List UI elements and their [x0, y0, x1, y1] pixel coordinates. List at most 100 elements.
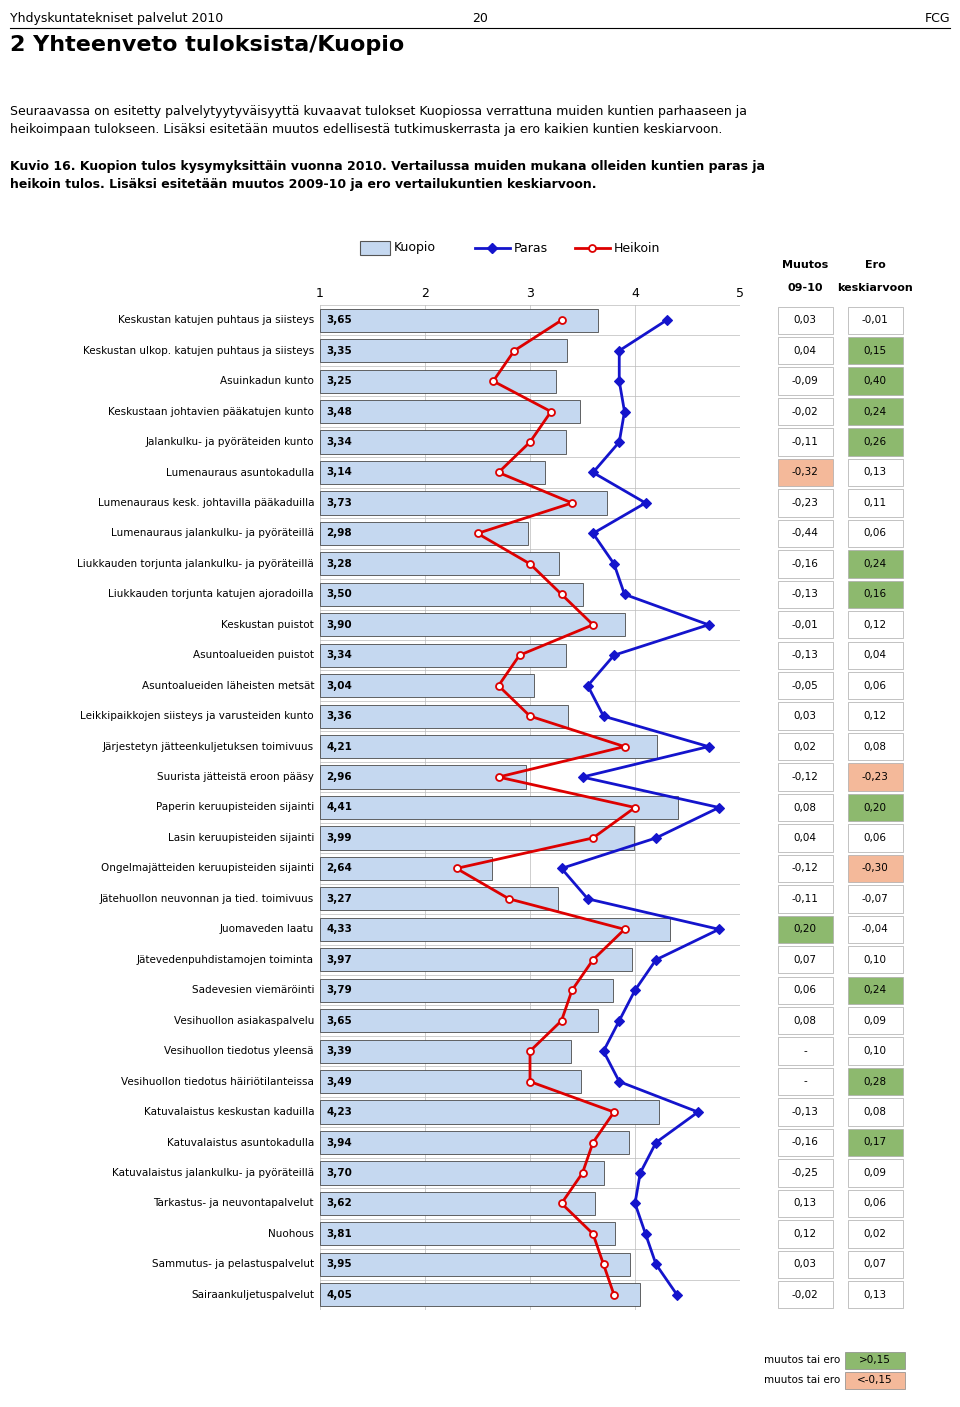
Text: Suurista jätteistä eroon pääsy: Suurista jätteistä eroon pääsy — [157, 772, 314, 782]
Text: 0,10: 0,10 — [863, 955, 886, 965]
Text: Paperin keruupisteiden sijainti: Paperin keruupisteiden sijainti — [156, 802, 314, 812]
Text: 0,03: 0,03 — [794, 315, 817, 325]
Text: 3,50: 3,50 — [326, 590, 352, 599]
Text: 0,08: 0,08 — [863, 741, 886, 751]
Text: heikoin tulos. Lisäksi esitetään muutos 2009-10 ja ero vertailukuntien keskiarvo: heikoin tulos. Lisäksi esitetään muutos … — [10, 179, 596, 191]
Bar — [320, 1161, 604, 1185]
Text: Ongelmajätteiden keruupisteiden sijainti: Ongelmajätteiden keruupisteiden sijainti — [101, 864, 314, 874]
Text: 3,04: 3,04 — [326, 681, 352, 691]
Text: 0,09: 0,09 — [863, 1168, 886, 1178]
Text: <-0,15: <-0,15 — [857, 1375, 893, 1384]
Text: Leikkipaikkojen siisteys ja varusteiden kunto: Leikkipaikkojen siisteys ja varusteiden … — [81, 711, 314, 722]
Text: 3,73: 3,73 — [326, 498, 352, 508]
Bar — [320, 643, 565, 667]
Text: -0,13: -0,13 — [792, 590, 819, 599]
Text: 0,07: 0,07 — [794, 955, 817, 965]
Text: Sammutus- ja pelastuspalvelut: Sammutus- ja pelastuspalvelut — [152, 1259, 314, 1269]
Text: -0,13: -0,13 — [792, 1107, 819, 1117]
Bar — [320, 491, 607, 515]
Text: -0,11: -0,11 — [792, 438, 819, 447]
Text: Keskustaan johtavien pääkatujen kunto: Keskustaan johtavien pääkatujen kunto — [108, 407, 314, 416]
Text: Asuntoalueiden läheisten metsät: Asuntoalueiden läheisten metsät — [141, 681, 314, 691]
Bar — [320, 1192, 595, 1216]
Text: Tarkastus- ja neuvontapalvelut: Tarkastus- ja neuvontapalvelut — [154, 1199, 314, 1209]
Text: Seuraavassa on esitetty palvelytyytyväisyyttä kuvaavat tulokset Kuopiossa verrat: Seuraavassa on esitetty palvelytyytyväis… — [10, 106, 747, 118]
Text: 4,21: 4,21 — [326, 741, 352, 751]
Text: Muutos: Muutos — [781, 260, 828, 270]
Text: Lumenauraus kesk. johtavilla pääkaduilla: Lumenauraus kesk. johtavilla pääkaduilla — [98, 498, 314, 508]
Text: -0,04: -0,04 — [862, 924, 888, 934]
Text: -0,13: -0,13 — [792, 650, 819, 660]
Text: 3,36: 3,36 — [326, 711, 352, 722]
Text: 0,24: 0,24 — [863, 407, 887, 416]
Text: 4,41: 4,41 — [326, 802, 352, 812]
Text: 0,13: 0,13 — [793, 1199, 817, 1209]
Text: Paras: Paras — [514, 242, 548, 255]
Bar — [320, 1009, 598, 1033]
Bar — [320, 888, 559, 910]
Text: 0,06: 0,06 — [863, 529, 886, 539]
Text: Keskustan katujen puhtaus ja siisteys: Keskustan katujen puhtaus ja siisteys — [118, 315, 314, 325]
Bar — [320, 553, 560, 575]
Text: 0,02: 0,02 — [794, 741, 817, 751]
Text: >0,15: >0,15 — [859, 1355, 891, 1365]
Text: heikoimpaan tulokseen. Lisäksi esitetään muutos edellisestä tutkimuskerrasta ja : heikoimpaan tulokseen. Lisäksi esitetään… — [10, 122, 722, 136]
Text: 2,64: 2,64 — [326, 864, 352, 874]
Text: -0,23: -0,23 — [792, 498, 819, 508]
Bar — [320, 765, 526, 788]
Text: Juomaveden laatu: Juomaveden laatu — [220, 924, 314, 934]
Text: 0,08: 0,08 — [794, 1016, 817, 1026]
Text: Järjestetyn jätteenkuljetuksen toimivuus: Järjestetyn jätteenkuljetuksen toimivuus — [103, 741, 314, 751]
Bar — [320, 705, 567, 727]
Text: 09-10: 09-10 — [787, 283, 823, 293]
Text: Sairaankuljetuspalvelut: Sairaankuljetuspalvelut — [191, 1290, 314, 1300]
Text: 3,65: 3,65 — [326, 315, 352, 325]
Text: 0,06: 0,06 — [794, 985, 817, 995]
Text: 0,12: 0,12 — [863, 619, 887, 630]
Bar — [320, 431, 565, 453]
Text: -0,12: -0,12 — [792, 772, 819, 782]
Text: 3,48: 3,48 — [326, 407, 352, 416]
Text: 3,62: 3,62 — [326, 1199, 352, 1209]
Text: 0,24: 0,24 — [863, 559, 887, 568]
Text: 0,03: 0,03 — [794, 711, 817, 722]
Text: -0,30: -0,30 — [862, 864, 888, 874]
Text: 0,06: 0,06 — [863, 681, 886, 691]
Bar — [320, 308, 598, 332]
Text: 3,90: 3,90 — [326, 619, 352, 630]
Text: Vesihuollon tiedotus häiriötilanteissa: Vesihuollon tiedotus häiriötilanteissa — [121, 1076, 314, 1086]
Text: -: - — [804, 1076, 806, 1086]
Bar — [320, 613, 625, 636]
Text: 0,13: 0,13 — [863, 467, 887, 477]
Text: 3,81: 3,81 — [326, 1228, 352, 1240]
Text: 3,65: 3,65 — [326, 1016, 352, 1026]
Text: keskiarvoon: keskiarvoon — [837, 283, 913, 293]
Text: -0,23: -0,23 — [861, 772, 888, 782]
Text: Keskustan ulkop. katujen puhtaus ja siisteys: Keskustan ulkop. katujen puhtaus ja siis… — [83, 346, 314, 356]
Text: 3,70: 3,70 — [326, 1168, 352, 1178]
Text: 3,34: 3,34 — [326, 650, 352, 660]
Text: 0,06: 0,06 — [863, 833, 886, 843]
Text: Jätevedenpuhdistamojen toiminta: Jätevedenpuhdistamojen toiminta — [137, 955, 314, 965]
Text: 0,10: 0,10 — [863, 1047, 886, 1057]
Text: -0,01: -0,01 — [792, 619, 818, 630]
Text: 0,16: 0,16 — [863, 590, 887, 599]
Text: 3,94: 3,94 — [326, 1137, 352, 1148]
Bar — [320, 461, 544, 484]
Text: Lasin keruupisteiden sijainti: Lasin keruupisteiden sijainti — [168, 833, 314, 843]
Bar — [320, 857, 492, 879]
Text: 0,24: 0,24 — [863, 985, 887, 995]
Text: Vesihuollon asiakaspalvelu: Vesihuollon asiakaspalvelu — [174, 1016, 314, 1026]
Bar — [320, 734, 657, 758]
Text: 4,05: 4,05 — [326, 1290, 352, 1300]
Text: Lumenauraus asuntokadulla: Lumenauraus asuntokadulla — [166, 467, 314, 477]
Bar — [320, 948, 632, 971]
Text: 0,04: 0,04 — [863, 650, 886, 660]
Text: 0,28: 0,28 — [863, 1076, 887, 1086]
Text: 0,06: 0,06 — [863, 1199, 886, 1209]
Text: 3,14: 3,14 — [326, 467, 352, 477]
Text: -0,02: -0,02 — [792, 407, 818, 416]
Text: 2,96: 2,96 — [326, 772, 352, 782]
Text: Asuntoalueiden puistot: Asuntoalueiden puistot — [193, 650, 314, 660]
Bar — [320, 370, 556, 393]
